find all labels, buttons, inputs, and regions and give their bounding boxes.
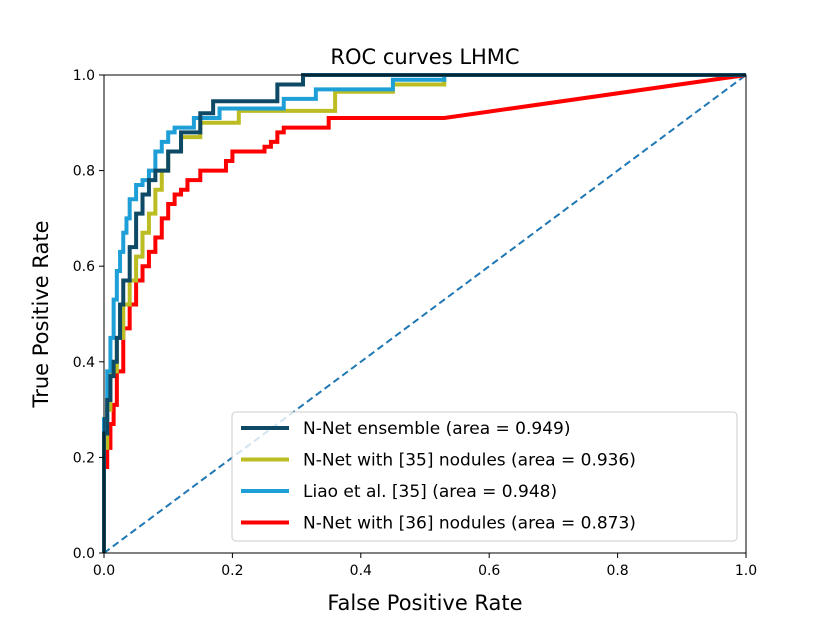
legend-label: N-Net with [35] nodules (area = 0.936)	[303, 451, 636, 471]
legend: N-Net ensemble (area = 0.949) N-Net with …	[231, 411, 738, 542]
x-tick-label: 0.0	[93, 563, 115, 579]
x-axis-label: False Positive Rate	[327, 591, 522, 615]
y-tick-label: 0.6	[73, 259, 95, 275]
plot-frame	[103, 74, 747, 554]
x-tick-label: 0.8	[606, 563, 628, 579]
legend-label: N-Net ensemble (area = 0.949)	[303, 419, 570, 439]
x-tick-label: 0.6	[478, 563, 500, 579]
y-tick-label: 0.0	[73, 546, 95, 562]
chance-diagonal-line	[103, 74, 747, 554]
y-tick-label: 1.0	[73, 68, 95, 84]
legend-label: N-Net with [36] nodules (area = 0.873)	[303, 514, 636, 534]
x-tick-label: 1.0	[735, 563, 757, 579]
x-tick-label: 0.4	[350, 563, 372, 579]
legend-box	[231, 411, 738, 542]
y-tick-label: 0.8	[73, 164, 95, 180]
x-tick-label: 0.2	[221, 563, 243, 579]
y-tick-label: 0.4	[73, 355, 95, 371]
roc-curve-1	[102, 73, 746, 553]
roc-curve-3	[102, 73, 747, 553]
legend-label: Liao et al. [35] (area = 0.948)	[303, 482, 557, 502]
roc-curve-0	[102, 73, 746, 553]
y-tick-label: 0.2	[73, 450, 95, 466]
chart-title: ROC curves LHMC	[330, 45, 519, 69]
y-axis: 0.0 0.2 0.4 0.6 0.8 1.0	[73, 68, 104, 562]
x-axis: 0.0 0.2 0.4 0.6 0.8 1.0	[93, 553, 757, 579]
series-layer	[102, 73, 747, 554]
y-axis-label: True Positive Rate	[29, 220, 53, 408]
plot-area	[102, 73, 747, 554]
